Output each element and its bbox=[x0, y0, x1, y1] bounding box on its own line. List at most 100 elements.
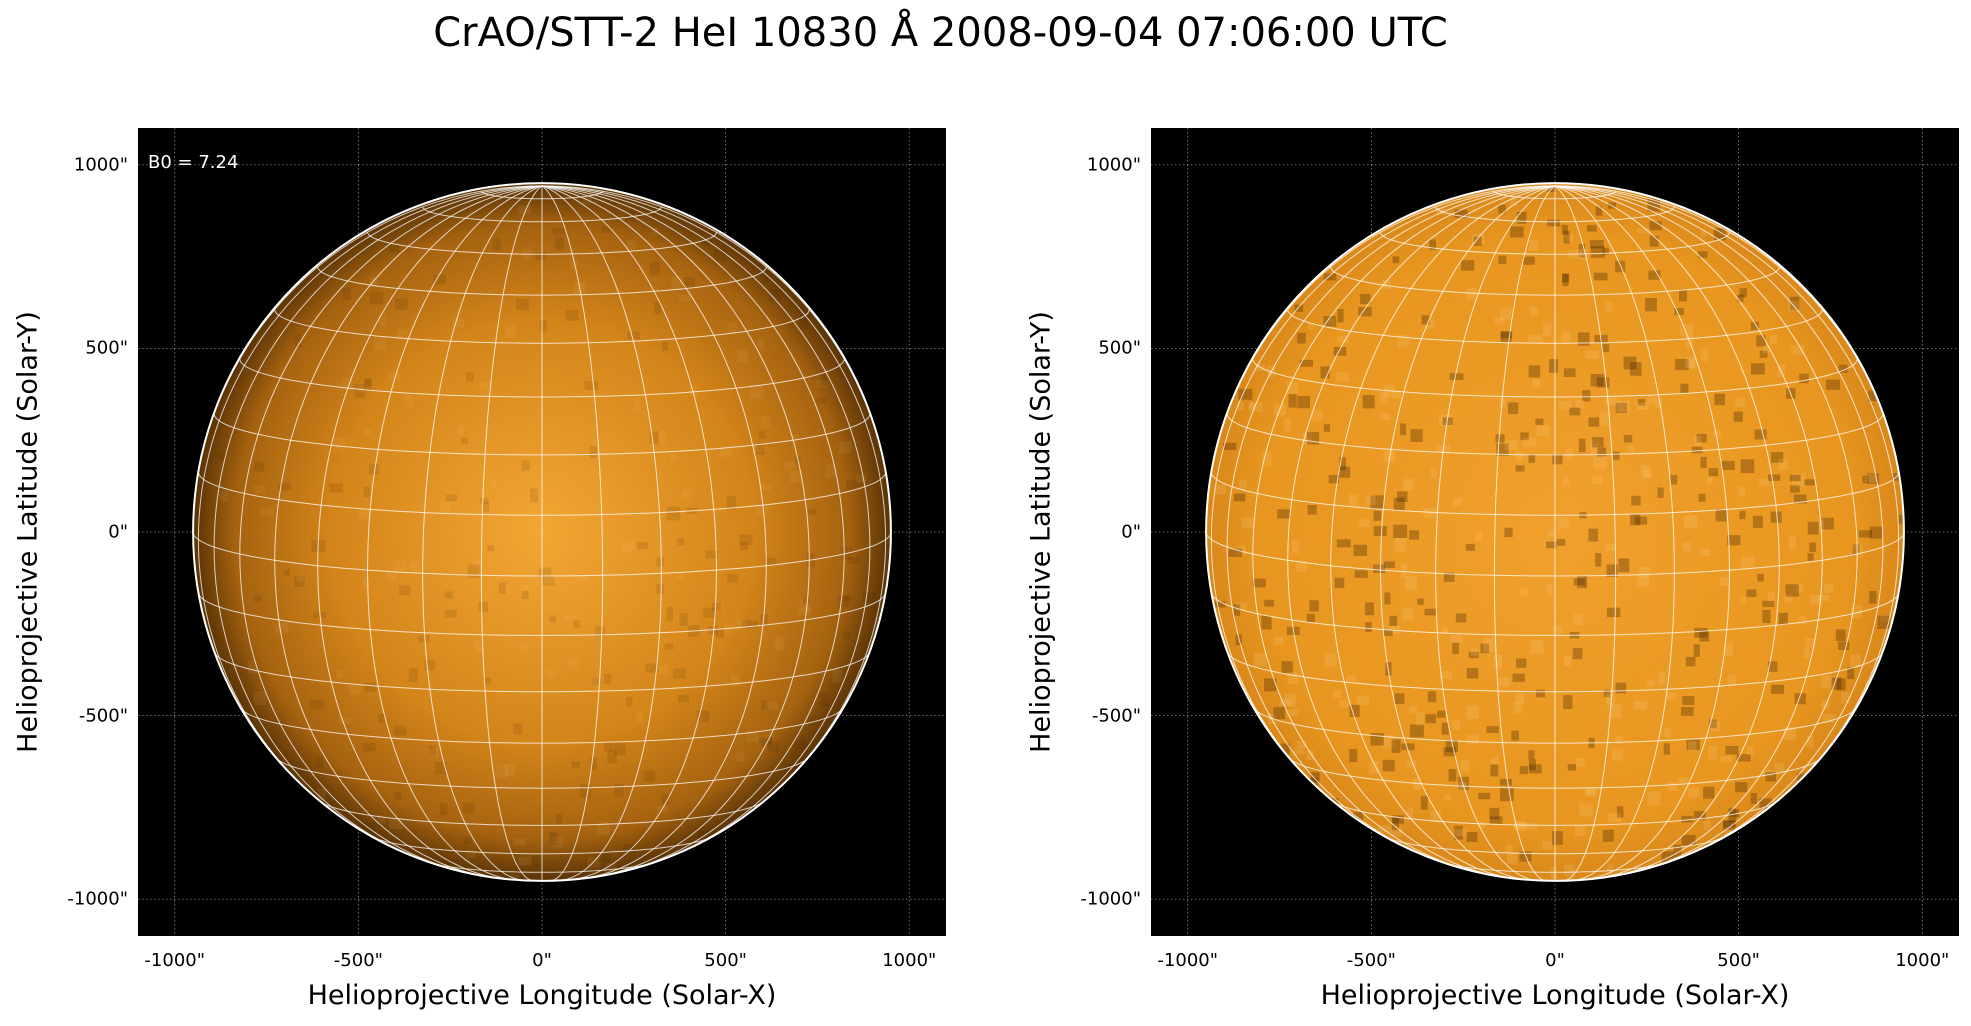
texture-patch bbox=[445, 494, 457, 502]
texture-patch bbox=[1264, 678, 1277, 692]
texture-patch bbox=[1708, 468, 1719, 477]
texture-patch bbox=[1307, 323, 1314, 330]
texture-patch bbox=[541, 576, 555, 586]
texture-patch bbox=[1297, 332, 1306, 344]
texture-patch bbox=[1506, 853, 1517, 865]
texture-patch bbox=[1334, 577, 1345, 589]
texture-patch bbox=[1604, 302, 1613, 312]
texture-patch bbox=[1578, 438, 1586, 453]
texture-patch bbox=[838, 595, 849, 608]
texture-patch bbox=[1346, 675, 1356, 682]
texture-patch bbox=[1499, 307, 1512, 320]
texture-patch bbox=[1498, 204, 1506, 214]
texture-patch bbox=[603, 673, 612, 685]
texture-patch bbox=[1700, 230, 1707, 238]
texture-patch bbox=[741, 619, 751, 630]
texture-patch bbox=[1584, 787, 1596, 797]
texture-patch bbox=[1573, 578, 1586, 586]
texture-patch bbox=[1328, 475, 1340, 484]
texture-patch bbox=[1483, 638, 1497, 652]
texture-patch bbox=[378, 313, 387, 327]
x-tick-label: 0" bbox=[1545, 950, 1565, 971]
texture-patch bbox=[220, 491, 229, 502]
x-tick-label: -500" bbox=[333, 950, 383, 971]
texture-patch bbox=[1236, 545, 1247, 556]
texture-patch bbox=[1548, 529, 1556, 537]
texture-patch bbox=[1579, 803, 1594, 817]
texture-patch bbox=[1602, 829, 1614, 842]
texture-patch bbox=[1790, 485, 1800, 493]
texture-patch bbox=[1273, 636, 1284, 645]
texture-patch bbox=[1366, 495, 1376, 505]
texture-patch bbox=[1490, 764, 1499, 777]
texture-patch bbox=[1213, 601, 1226, 608]
texture-patch bbox=[1794, 693, 1806, 705]
y-axis-label-right: Helioprojective Latitude (Solar-Y) bbox=[1025, 311, 1057, 753]
texture-patch bbox=[1585, 788, 1597, 795]
texture-patch bbox=[1739, 288, 1747, 298]
texture-patch bbox=[1588, 528, 1599, 542]
texture-patch bbox=[1694, 627, 1708, 638]
texture-patch bbox=[451, 318, 465, 328]
texture-patch bbox=[1582, 390, 1591, 402]
texture-patch bbox=[1379, 413, 1391, 420]
texture-patch bbox=[798, 317, 808, 331]
texture-patch bbox=[1612, 451, 1620, 461]
texture-patch bbox=[1552, 625, 1563, 634]
texture-patch bbox=[677, 538, 685, 546]
texture-patch bbox=[1588, 417, 1600, 427]
texture-patch bbox=[1898, 514, 1904, 524]
longitude-line bbox=[1210, 185, 1556, 810]
texture-patch bbox=[1817, 595, 1830, 602]
texture-patch bbox=[1426, 319, 1435, 330]
texture-patch bbox=[1449, 373, 1464, 381]
texture-patch bbox=[758, 431, 766, 439]
heliographic-grid bbox=[193, 185, 891, 881]
texture-patch bbox=[1235, 634, 1242, 646]
texture-patch bbox=[1723, 643, 1733, 656]
texture-patch bbox=[1523, 256, 1535, 265]
texture-patch bbox=[1820, 675, 1833, 688]
texture-patch bbox=[1699, 548, 1711, 556]
texture-patch bbox=[368, 464, 379, 475]
texture-patch bbox=[1306, 750, 1315, 760]
texture-patch bbox=[1498, 255, 1507, 265]
texture-patch bbox=[1294, 304, 1304, 312]
texture-patch bbox=[1478, 821, 1487, 828]
texture-patch bbox=[1528, 453, 1536, 463]
texture-patch bbox=[1634, 516, 1648, 525]
texture-patch bbox=[1803, 648, 1810, 659]
texture-patch bbox=[1661, 851, 1674, 863]
texture-patch bbox=[798, 607, 812, 616]
texture-patch bbox=[1437, 710, 1446, 718]
texture-patch bbox=[1637, 227, 1651, 234]
texture-patch bbox=[1563, 368, 1576, 377]
texture-patch bbox=[1649, 221, 1662, 231]
texture-patch bbox=[1623, 434, 1633, 443]
longitude-line bbox=[213, 185, 543, 860]
texture-patch bbox=[1496, 443, 1509, 456]
b0-annotation: B0 = 7.24 bbox=[148, 152, 239, 173]
texture-patch bbox=[1530, 640, 1544, 654]
texture-patch bbox=[682, 489, 692, 499]
x-tick-label: 0" bbox=[532, 950, 552, 971]
texture-patch bbox=[1840, 691, 1850, 704]
texture-patch bbox=[590, 757, 598, 771]
texture-patch bbox=[1401, 743, 1415, 751]
texture-patch bbox=[847, 557, 861, 565]
texture-patch bbox=[613, 742, 626, 756]
texture-patch bbox=[538, 567, 552, 578]
texture-patch bbox=[1596, 377, 1610, 388]
texture-patch bbox=[428, 748, 438, 758]
texture-patch bbox=[1680, 383, 1689, 393]
texture-patch bbox=[428, 745, 436, 756]
texture-patch bbox=[1810, 595, 1823, 605]
texture-patch bbox=[1821, 517, 1834, 530]
texture-patch bbox=[1529, 764, 1542, 774]
texture-patch bbox=[1561, 224, 1568, 235]
texture-patch bbox=[1807, 521, 1819, 535]
texture-patch bbox=[1639, 566, 1651, 578]
texture-patch bbox=[1393, 497, 1405, 511]
texture-patch bbox=[1515, 465, 1525, 472]
texture-patch bbox=[1791, 345, 1805, 356]
